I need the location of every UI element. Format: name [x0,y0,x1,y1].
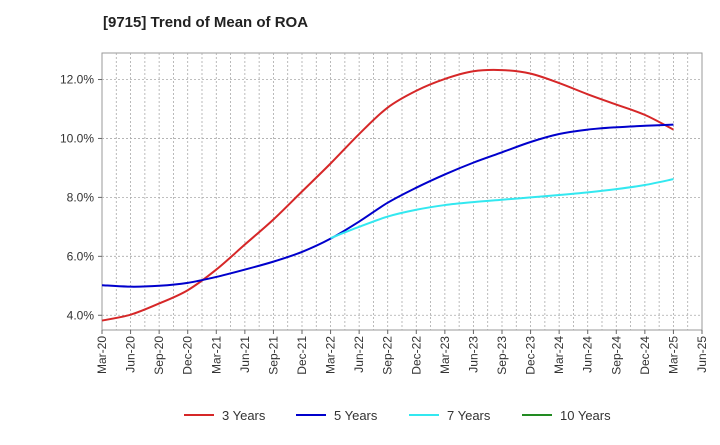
x-tick-label: Mar-25 [666,336,680,374]
y-tick-label: 12.0% [60,73,94,87]
x-tick-label: Mar-23 [438,336,452,374]
x-tick-label: Mar-24 [552,336,566,374]
x-tick-label: Dec-24 [638,336,652,375]
legend-label: 7 Years [447,408,491,423]
x-tick-label: Mar-22 [324,336,338,374]
x-axis: Mar-20 Jun-20 Sep-20 Dec-20 Mar-21 Jun-21 Sep-… [95,330,709,375]
x-tick-label: Dec-20 [181,336,195,375]
legend-label: 10 Years [560,408,611,423]
y-tick-label: 8.0% [67,190,95,204]
y-tick-label: 6.0% [67,249,95,263]
legend: 3 Years 5 Years 7 Years 10 Years [184,408,611,423]
x-tick-label: Sep-20 [152,336,166,375]
series-line-5-years [101,123,674,288]
x-tick-label: Jun-25 [695,336,709,373]
x-tick-label: Jun-23 [466,336,480,373]
x-tick-label: Mar-20 [95,336,109,374]
y-tick-label: 4.0% [67,308,95,322]
x-tick-label: Dec-23 [524,336,538,375]
x-tick-label: Jun-24 [581,336,595,373]
chart-title: [9715] Trend of Mean of ROA [103,14,309,31]
grid-lines [102,53,702,330]
x-tick-label: Sep-24 [609,336,623,375]
x-tick-label: Mar-21 [209,336,223,374]
x-tick-label: Jun-20 [124,336,138,373]
x-tick-label: Jun-21 [238,336,252,373]
x-tick-label: Sep-21 [266,336,280,375]
x-tick-label: Dec-22 [409,336,423,375]
x-tick-label: Jun-22 [352,336,366,373]
legend-label: 3 Years [222,408,266,423]
series-line-3-years [101,68,674,322]
y-tick-label: 10.0% [60,131,94,145]
x-tick-label: Sep-23 [495,336,509,375]
series-group [101,68,674,322]
y-axis: 4.0% 6.0% 8.0% 10.0% 12.0% [60,73,102,322]
x-tick-label: Dec-21 [295,336,309,375]
x-tick-label: Sep-22 [381,336,395,375]
legend-label: 5 Years [334,408,378,423]
series-line-7-years [330,178,674,239]
